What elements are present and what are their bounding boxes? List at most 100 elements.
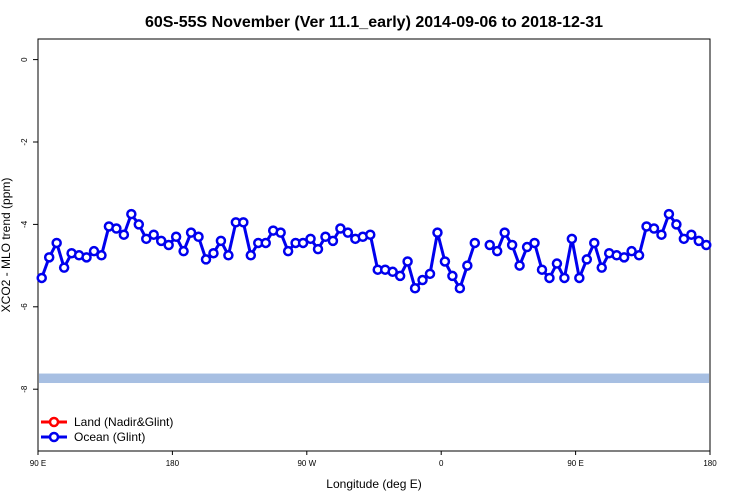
x-tick-label: 180 (703, 459, 717, 468)
data-point (51, 237, 62, 249)
y-tick-label: -6 (20, 303, 29, 311)
data-point (469, 237, 481, 249)
x-tick-label: 90 E (30, 459, 46, 468)
x-axis-label: Longitude (deg E) (326, 477, 421, 491)
x-axis: 90 E 180 90 W 0 90 E 180 (30, 451, 717, 468)
data-point (327, 235, 339, 247)
y-tick-label: -8 (20, 385, 29, 393)
data-point (81, 252, 92, 263)
y-tick-label: -2 (20, 138, 29, 146)
data-point (320, 231, 331, 243)
data-point (215, 235, 227, 247)
legend: Land (Nadir&Glint) Ocean (Glint) (41, 415, 173, 444)
data-point (305, 233, 316, 245)
x-tick-label: 90 E (567, 459, 583, 468)
data-point (648, 223, 660, 234)
data-point (589, 237, 600, 249)
chart-title: 60S-55S November (Ver 11.1_early) 2014-0… (145, 14, 603, 31)
data-point (686, 229, 697, 240)
data-point (126, 208, 137, 220)
x-tick-label: 0 (439, 459, 444, 468)
data-point (282, 245, 294, 257)
data-point (275, 227, 286, 238)
data-point (387, 266, 398, 278)
data-point (506, 239, 518, 251)
data-point (185, 227, 197, 238)
y-tick-label: 0 (20, 57, 29, 62)
data-point (447, 270, 458, 282)
data-point (626, 245, 637, 257)
data-point (432, 227, 443, 238)
x-tick-label: 180 (166, 459, 180, 468)
data-point (394, 270, 406, 282)
data-point (484, 239, 495, 251)
data-point (335, 223, 346, 234)
data-point (454, 283, 466, 294)
data-point (96, 250, 107, 261)
data-point (409, 283, 421, 294)
legend-ocean-label: Ocean (Glint) (74, 430, 145, 444)
data-point (701, 239, 712, 251)
legend-item-ocean: Ocean (Glint) (41, 430, 145, 444)
legend-item-land: Land (Nadir&Glint) (41, 415, 173, 429)
data-point (260, 237, 271, 249)
data-point (536, 264, 548, 275)
y-tick-label: -4 (20, 220, 29, 228)
data-point (133, 219, 145, 230)
data-point (671, 219, 682, 230)
data-point (402, 256, 413, 267)
data-point (238, 217, 249, 228)
legend-land-marker (48, 416, 60, 428)
data-point (58, 262, 70, 273)
y-axis: 0 -2 -4 -6 -8 (20, 57, 38, 393)
legend-land-label: Land (Nadir&Glint) (74, 415, 173, 429)
data-point (439, 256, 451, 267)
data-point (245, 250, 257, 261)
data-point (148, 229, 159, 240)
data-point (223, 250, 234, 261)
data-point (111, 223, 122, 234)
data-point (566, 233, 578, 245)
data-point (499, 227, 510, 238)
data-point (118, 229, 130, 240)
data-point (88, 245, 100, 257)
data-point (521, 241, 533, 253)
data-point (208, 247, 219, 259)
data-point (559, 272, 570, 284)
data-point (297, 237, 309, 249)
data-point (155, 235, 167, 247)
data-point (491, 245, 503, 257)
data-point (462, 260, 473, 271)
data-point (36, 272, 47, 284)
data-point (43, 252, 55, 263)
data-point (551, 258, 563, 269)
data-point (663, 208, 675, 220)
data-point (618, 252, 630, 263)
data-point (417, 274, 428, 286)
data-point (529, 237, 540, 249)
data-point (193, 231, 204, 243)
data-point (342, 227, 354, 238)
data-point (365, 229, 376, 240)
data-point (178, 245, 189, 257)
series-layer (36, 208, 712, 294)
data-point (633, 250, 645, 261)
data-point (581, 254, 593, 265)
data-point (200, 254, 212, 265)
data-point (574, 272, 585, 284)
data-point (514, 260, 525, 271)
data-point (312, 243, 324, 255)
data-point (596, 262, 607, 273)
data-point (170, 231, 182, 243)
data-point (544, 272, 555, 284)
data-point (678, 233, 690, 245)
y-axis-label: XCO2 - MLO trend (ppm) (0, 178, 13, 313)
data-point (693, 235, 705, 247)
legend-ocean-marker (48, 431, 60, 443)
data-point (163, 239, 174, 251)
reference-band (39, 373, 709, 384)
data-point (656, 229, 667, 240)
x-tick-label: 90 W (297, 459, 316, 468)
data-point (424, 268, 436, 280)
